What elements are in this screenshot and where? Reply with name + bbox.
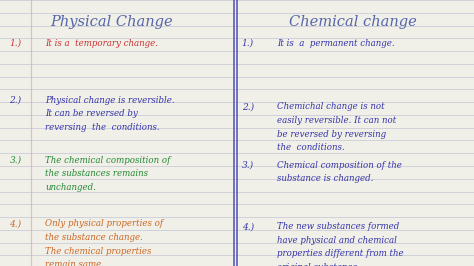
Text: Chemichal change is not
easily reversible. It can not
be reversed by reversing
t: Chemichal change is not easily reversibl… xyxy=(277,102,397,152)
Text: 4.): 4.) xyxy=(9,219,22,228)
Text: 2.): 2.) xyxy=(9,96,22,105)
Text: 2.): 2.) xyxy=(242,102,254,111)
Text: Chemical composition of the
substance is changed.: Chemical composition of the substance is… xyxy=(277,161,402,184)
Text: 4.): 4.) xyxy=(242,222,254,231)
Text: It is  a  permanent change.: It is a permanent change. xyxy=(277,39,395,48)
Text: Physical change is reversible.
It can be reversed by
reversing  the  conditions.: Physical change is reversible. It can be… xyxy=(45,96,174,132)
Text: The chemical composition of
the substances remains
unchanged.: The chemical composition of the substanc… xyxy=(45,156,171,192)
Text: The new substances formed
have physical and chemical
properties different from t: The new substances formed have physical … xyxy=(277,222,404,266)
Text: 3.): 3.) xyxy=(9,156,22,165)
Text: 1.): 1.) xyxy=(9,39,22,48)
Text: It is a  temporary change.: It is a temporary change. xyxy=(45,39,158,48)
Text: Chemical change: Chemical change xyxy=(289,15,417,29)
Text: 3.): 3.) xyxy=(242,161,254,170)
Text: Only physical properties of
the substance change.
The chemical properties
remain: Only physical properties of the substanc… xyxy=(45,219,163,266)
Text: Physical Change: Physical Change xyxy=(50,15,173,29)
Text: 1.): 1.) xyxy=(242,39,254,48)
